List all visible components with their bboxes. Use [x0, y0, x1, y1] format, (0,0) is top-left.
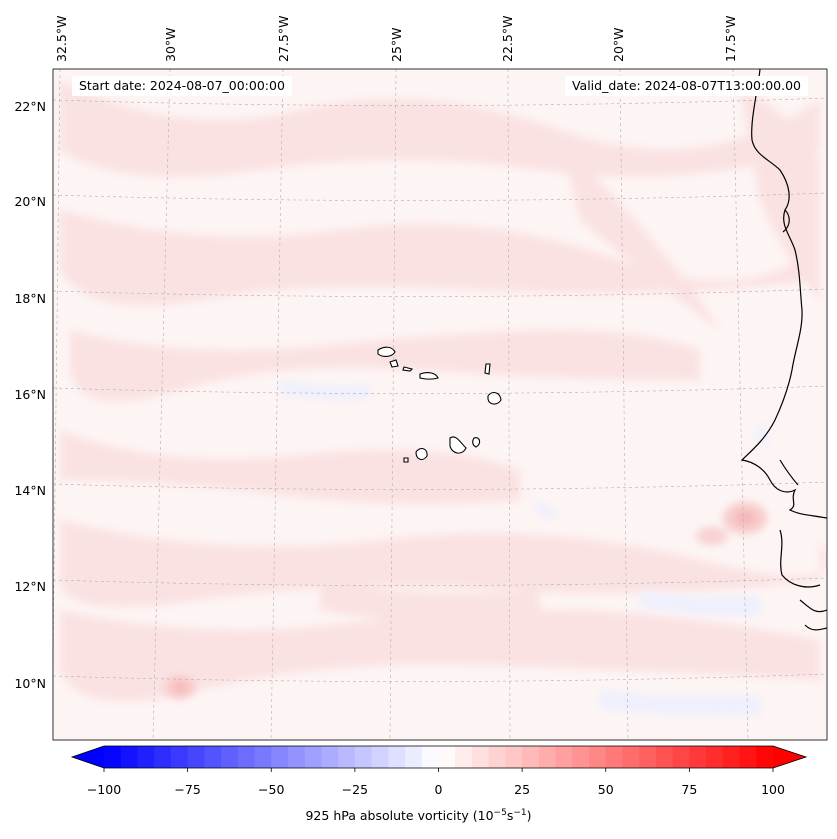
colorbar-segment: [237, 746, 256, 768]
colorbar-segment: [137, 746, 155, 768]
colorbar-tick-label: −25: [341, 782, 369, 797]
colorbar-tick-label: −75: [174, 782, 201, 797]
start-date-label: Start date: 2024-08-07_00:00:00: [72, 76, 292, 96]
colorbar-segment: [739, 746, 757, 768]
colorbar-segment: [354, 746, 373, 768]
colorbar-tick-label: 75: [681, 782, 698, 797]
colorbar-segment: [589, 746, 607, 768]
colorbar-segment: [538, 746, 557, 768]
colorbar-tick-label: −100: [86, 782, 122, 797]
colorbar-segment: [522, 746, 540, 768]
lat-label-10n: 10°N: [14, 676, 46, 691]
colorbar-segment: [304, 746, 322, 768]
colorbar-segment: [154, 746, 172, 768]
colorbar-label: 925 hPa absolute vorticity (10−5s−1): [305, 808, 532, 824]
cape-verde-islands: [377, 346, 502, 463]
lat-label-14n: 14°N: [14, 483, 46, 498]
colorbar-segment: [488, 746, 506, 768]
colorbar: [70, 745, 808, 772]
lat-label-16n: 16°N: [14, 387, 46, 402]
colorbar-segment: [120, 746, 138, 768]
colorbar-segment: [170, 746, 189, 768]
colorbar-tick-label: 100: [761, 782, 785, 797]
vorticity-patches: [60, 80, 827, 702]
coastlines: [740, 69, 827, 631]
colorbar-segment: [221, 746, 239, 768]
colorbar-segment: [321, 746, 339, 768]
lon-label-25w: 25°W: [389, 27, 404, 62]
colorbar-segment: [672, 746, 690, 768]
colorbar-segment: [622, 746, 640, 768]
colorbar-segment: [388, 746, 406, 768]
colorbar-segment: [104, 746, 122, 768]
colorbar-segment: [287, 746, 306, 768]
colorbar-segment: [505, 746, 523, 768]
colorbar-segment: [254, 746, 272, 768]
lon-label-32-5w: 32.5°W: [54, 15, 69, 62]
colorbar-segment: [756, 746, 774, 768]
colorbar-segment: [438, 746, 456, 768]
lon-label-27-5w: 27.5°W: [276, 15, 291, 62]
colorbar-segment: [421, 746, 439, 768]
lon-label-22-5w: 22.5°W: [500, 15, 515, 62]
lat-label-12n: 12°N: [14, 579, 46, 594]
lat-label-22n: 22°N: [14, 99, 46, 114]
map-frame: [52, 68, 828, 741]
vorticity-field: [53, 69, 827, 740]
lon-label-17-5w: 17.5°W: [723, 15, 738, 62]
negative-patches: [280, 380, 769, 716]
colorbar-segment: [689, 746, 707, 768]
lon-label-30w: 30°W: [163, 27, 178, 62]
colorbar-segment: [639, 746, 657, 768]
colorbar-segment: [371, 746, 389, 768]
colorbar-segment: [187, 746, 205, 768]
colorbar-segment: [271, 746, 289, 768]
colorbar-tick-label: 50: [597, 782, 614, 797]
colorbar-segment: [706, 746, 724, 768]
colorbar-extend-low: [72, 746, 104, 768]
colorbar-segment: [455, 746, 473, 768]
lat-label-18n: 18°N: [14, 291, 46, 306]
colorbar-segment: [572, 746, 590, 768]
colorbar-tick-label: −50: [258, 782, 285, 797]
colorbar-segment: [204, 746, 222, 768]
lat-label-20n: 20°N: [14, 194, 46, 209]
colorbar-segment: [338, 746, 356, 768]
colorbar-tick-label: 25: [514, 782, 531, 797]
vorticity-maxima: [164, 502, 767, 699]
valid-date-label: Valid_date: 2024-08-07T13:00:00.00: [564, 76, 808, 96]
colorbar-segment: [722, 746, 741, 768]
colorbar-segment: [605, 746, 623, 768]
colorbar-segment: [555, 746, 573, 768]
colorbar-segment: [405, 746, 423, 768]
colorbar-extend-high: [773, 746, 806, 768]
colorbar-segment: [655, 746, 674, 768]
colorbar-segment: [471, 746, 490, 768]
colorbar-tick-label: 0: [434, 782, 443, 797]
lon-label-20w: 20°W: [611, 27, 626, 62]
